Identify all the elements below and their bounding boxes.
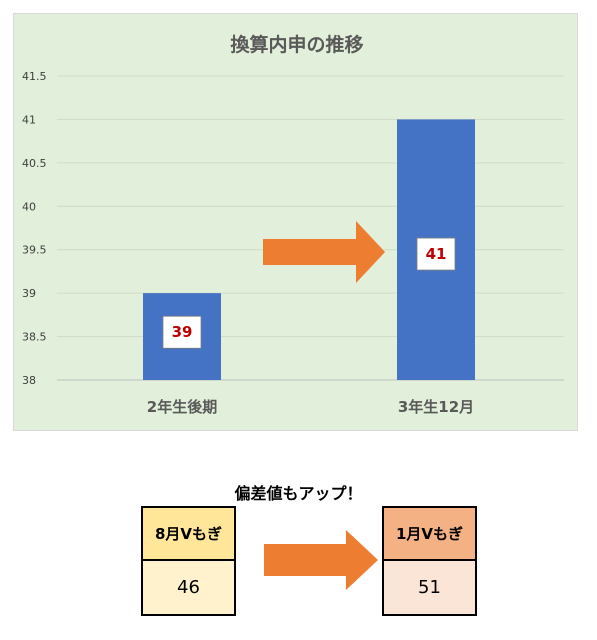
comparison-title: 偏差値もアップ！ bbox=[234, 484, 363, 503]
data-label: 39 bbox=[172, 323, 193, 341]
after-label: 1月Vもぎ bbox=[384, 508, 475, 561]
y-tick-label: 38.5 bbox=[22, 331, 47, 344]
data-label-box bbox=[162, 315, 202, 349]
y-tick-label: 39.5 bbox=[22, 244, 47, 257]
comparison-arrow-icon bbox=[264, 530, 378, 590]
before-value: 46 bbox=[143, 561, 234, 614]
chart-panel: 換算内申の推移 38 38.5 39 39.5 40 40.5 41 41.5 39 41 2年… bbox=[13, 13, 578, 431]
y-tick-label: 41.5 bbox=[22, 70, 47, 83]
before-label: 8月Vもぎ bbox=[143, 508, 234, 561]
x-axis-ticks: 2年生後期 3年生12月 bbox=[147, 398, 474, 416]
y-tick-label: 38 bbox=[22, 374, 36, 387]
x-tick-label: 3年生12月 bbox=[398, 398, 474, 416]
y-tick-label: 41 bbox=[22, 113, 36, 126]
gridlines bbox=[57, 75, 564, 381]
arrow-icon bbox=[263, 221, 385, 283]
y-axis-ticks: 38 38.5 39 39.5 40 40.5 41 41.5 bbox=[22, 70, 47, 387]
x-tick-label: 2年生後期 bbox=[147, 398, 217, 416]
after-value: 51 bbox=[384, 561, 475, 614]
data-label: 41 bbox=[426, 245, 447, 263]
after-score-box: 1月Vもぎ 51 bbox=[382, 506, 477, 616]
y-tick-label: 39 bbox=[22, 287, 36, 300]
y-tick-label: 40 bbox=[22, 200, 36, 213]
bar-chart: 換算内申の推移 38 38.5 39 39.5 40 40.5 41 41.5 39 41 2年… bbox=[22, 33, 564, 416]
chart-title: 換算内申の推移 bbox=[230, 33, 363, 56]
y-tick-label: 40.5 bbox=[22, 157, 47, 170]
before-score-box: 8月Vもぎ 46 bbox=[141, 506, 236, 616]
bars: 39 41 bbox=[143, 119, 475, 380]
data-label-box bbox=[416, 237, 456, 271]
